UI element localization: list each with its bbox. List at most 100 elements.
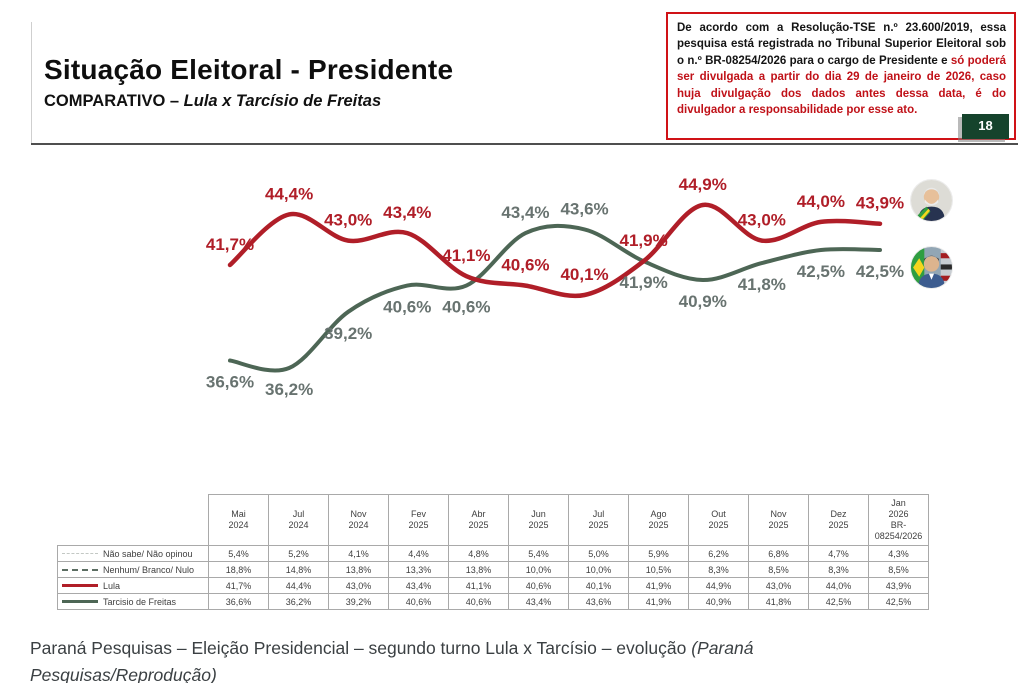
month-header: Mai 2024 (208, 494, 269, 546)
data-label: 43,0% (738, 211, 786, 230)
data-label: 43,9% (856, 194, 904, 213)
table-row: Tarcisio de Freitas 36,6% 36,2% 39,2% 40,6% 4… (57, 593, 929, 610)
disclaimer-embargo-text: só poderá ser divulgada a partir do dia … (677, 54, 1006, 117)
left-frame-line (31, 22, 32, 143)
table-cell: 6,2% (688, 545, 749, 562)
table-cell: 10,0% (568, 561, 629, 578)
legend-cell: Tarcisio de Freitas (57, 593, 209, 610)
table-cell: 42,5% (868, 593, 929, 610)
table-row: Lula 41,7% 44,4% 43,0% 43,4% 41,1% 40,6% 40,1% 4… (57, 577, 929, 594)
table-cell: 43,9% (868, 577, 929, 594)
legend-swatch (62, 568, 98, 571)
table-cell: 40,6% (508, 577, 569, 594)
table-cell: 44,4% (268, 577, 329, 594)
table-cell: 10,0% (508, 561, 569, 578)
table-cell: 8,3% (808, 561, 869, 578)
data-label: 41,9% (620, 231, 668, 250)
table-cell: 14,8% (268, 561, 329, 578)
table-cell: 36,2% (268, 593, 329, 610)
data-label: 44,0% (797, 192, 845, 211)
table-cell: 5,2% (268, 545, 329, 562)
page-title: Situação Eleitoral - Presidente (44, 54, 454, 85)
caption-text: Paraná Pesquisas – Eleição Presidencial … (30, 638, 692, 658)
table-cell: 5,4% (508, 545, 569, 562)
legend-label: Lula (103, 580, 121, 591)
table-cell: 10,5% (628, 561, 689, 578)
table-cell: 8,3% (688, 561, 749, 578)
table-cell: 40,6% (448, 593, 509, 610)
table-cell: 40,9% (688, 593, 749, 610)
data-label: 43,6% (560, 199, 608, 218)
data-label: 36,2% (265, 380, 313, 399)
table-cell: 6,8% (748, 545, 809, 562)
table-cell: 8,5% (868, 561, 929, 578)
slide-page-number-badge: 18 (962, 114, 1009, 139)
tse-disclaimer-box: De acordo com a Resolução-TSE n.º 23.600… (666, 12, 1016, 140)
table-cell: 4,3% (868, 545, 929, 562)
table-cell: 13,8% (328, 561, 389, 578)
table-cell: 39,2% (328, 593, 389, 610)
table-cell: 43,0% (328, 577, 389, 594)
table-header-row: Mai 2024 Jul 2024 Nov 2024 Fev 2025 Abr 2025… (58, 494, 929, 546)
data-label: 44,4% (265, 184, 313, 203)
data-label: 40,6% (501, 256, 549, 275)
title-block: Situação Eleitoral - Presidente COMPARAT… (44, 54, 453, 111)
legend-cell: Não sabe/ Não opinou (57, 545, 209, 562)
legend-label: Nenhum/ Branco/ Nulo (103, 564, 195, 575)
month-header: Fev 2025 (388, 494, 449, 546)
lula-photo-icon (911, 180, 952, 221)
table-cell: 43,4% (388, 577, 449, 594)
table-cell: 18,8% (208, 561, 269, 578)
data-label: 41,8% (738, 275, 786, 294)
table-cell: 8,5% (748, 561, 809, 578)
table-cell: 13,8% (448, 561, 509, 578)
table-cell: 4,4% (388, 545, 449, 562)
legend-cell: Lula (57, 577, 209, 594)
month-header: Nov 2025 (748, 494, 809, 546)
data-label: 41,9% (620, 273, 668, 292)
page-subtitle: COMPARATIVO – Lula x Tarcísio de Freitas (44, 92, 453, 111)
subtitle-prefix: COMPARATIVO – (44, 92, 184, 110)
table-cell: 44,0% (808, 577, 869, 594)
table-cell: 42,5% (808, 593, 869, 610)
table-cell: 5,4% (208, 545, 269, 562)
month-header: Jul 2024 (268, 494, 329, 546)
table-cell: 44,9% (688, 577, 749, 594)
table-cell: 43,0% (748, 577, 809, 594)
table-cell: 4,8% (448, 545, 509, 562)
month-header: Nov 2024 (328, 494, 389, 546)
results-table-grid: Mai 2024 Jul 2024 Nov 2024 Fev 2025 Abr 2025… (57, 494, 929, 610)
legend-cell: Nenhum/ Branco/ Nulo (57, 561, 209, 578)
series-line-tarcisio-de-freitas (228, 223, 882, 373)
data-label: 40,6% (383, 298, 431, 317)
table-cell: 43,6% (568, 593, 629, 610)
data-label: 40,6% (442, 298, 490, 317)
lula-avatar (911, 180, 952, 221)
table-cell: 5,0% (568, 545, 629, 562)
legend-label: Tarcisio de Freitas (103, 596, 177, 607)
table-cell: 13,3% (388, 561, 449, 578)
data-label: 43,4% (501, 203, 549, 222)
legend-swatch (62, 584, 98, 587)
data-label: 40,9% (679, 292, 727, 311)
table-cell: 5,9% (628, 545, 689, 562)
data-label: 41,7% (206, 235, 254, 254)
legend-label: Não sabe/ Não opinou (103, 548, 193, 559)
month-header: Out 2025 (688, 494, 749, 546)
tarcisio-avatar (911, 247, 952, 288)
month-header: Dez 2025 (808, 494, 869, 546)
data-label: 39,2% (324, 324, 372, 343)
table-cell: 4,1% (328, 545, 389, 562)
results-table: Mai 2024 Jul 2024 Nov 2024 Fev 2025 Abr 2025… (57, 494, 929, 610)
data-label: 36,6% (206, 373, 254, 392)
trend-chart: 41,7% 44,4% 43,0% 43,4% 41,1% 40,6% 40,1% 41,9%… (190, 150, 970, 465)
table-corner-cell (58, 495, 209, 546)
disclaimer-registration-text: De acordo com a Resolução-TSE n.º 23.600… (677, 22, 1006, 67)
data-label: 44,9% (679, 175, 727, 194)
data-label: 40,1% (560, 265, 608, 284)
table-cell: 41,9% (628, 577, 689, 594)
data-label: 42,5% (856, 262, 904, 281)
tarcisio-photo-icon (911, 247, 952, 288)
subtitle-matchup: Lula x Tarcísio de Freitas (183, 92, 382, 110)
